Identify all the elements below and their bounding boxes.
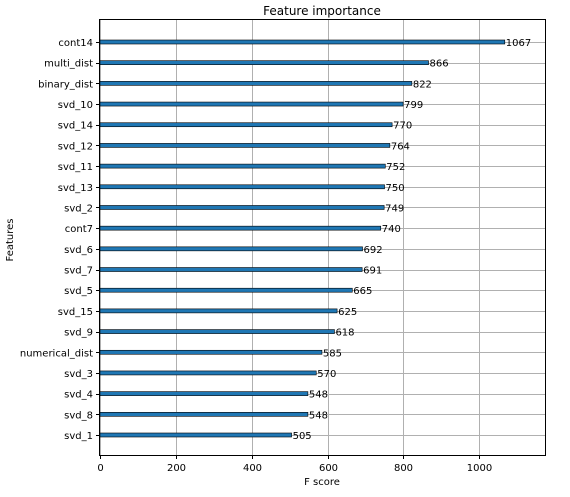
x-tick-label: 0 [97,463,103,474]
y-tick-label: svd_3 [64,369,93,380]
y-tick-label: cont7 [65,224,93,235]
bar [99,391,309,396]
data-label: 548 [309,410,328,421]
data-label: 618 [335,328,354,339]
bar [99,432,292,438]
data-label: 505 [293,431,312,442]
bar [99,101,404,107]
bar [99,81,413,86]
bar [99,329,335,334]
x-axis-title: F score [304,477,340,488]
bar [99,370,317,376]
y-tick-label: svd_2 [64,203,93,214]
data-label: 585 [323,348,342,359]
y-tick-label: svd_14 [58,121,93,132]
x-tick-labels: 0 200 400 600 800 1000 [97,463,492,474]
y-tick-labels: cont14 multi_dist binary_dist svd_10 svd_14s… [20,38,93,442]
y-tick-label: svd_9 [64,328,93,339]
x-tick-label: 800 [394,463,413,474]
y-tick-label: binary_dist [38,79,93,90]
data-label: 691 [363,266,382,277]
y-tick-label: svd_15 [58,307,93,318]
y-tick-label: svd_10 [58,100,93,111]
bar [99,205,385,210]
data-labels: 1067 866 822 799 770 764 752 750 749 740 692 691 665… [293,38,532,442]
bar [99,412,309,417]
bar [99,349,323,355]
y-tick-label: numerical_dist [20,348,93,359]
data-label: 625 [338,307,357,318]
data-label: 752 [386,162,405,173]
data-label: 749 [385,203,404,214]
bar [99,267,363,272]
plot-frame [99,19,546,456]
chart-title: Feature importance [263,4,381,18]
bar [99,246,363,252]
data-label: 1067 [506,38,531,49]
y-tick-label: svd_6 [64,245,93,256]
x-tick-label: 400 [243,463,262,474]
data-label: 665 [353,286,372,297]
data-label: 692 [364,245,383,256]
data-label: 799 [404,100,423,111]
bar [99,39,506,45]
y-tick-label: svd_11 [58,162,93,173]
y-tick-label: svd_1 [64,431,93,442]
bar [99,225,382,231]
x-tick-label: 200 [167,463,186,474]
y-tick-label: svd_4 [64,390,93,401]
y-axis-title: Features [5,219,16,262]
data-label: 750 [386,183,405,194]
bar [99,60,429,65]
data-label: 866 [430,59,449,70]
y-tick-label: svd_8 [64,410,93,421]
data-label: 570 [317,369,336,380]
y-tick-label: multi_dist [44,59,93,70]
data-label: 548 [309,390,328,401]
data-label: 740 [382,224,401,235]
bar [99,287,353,293]
y-tick-label: svd_7 [64,266,93,277]
bars [99,39,506,438]
bar [99,308,338,314]
bar [99,163,386,169]
data-label: 770 [393,121,412,132]
x-tick-label: 600 [319,463,338,474]
bar [99,122,393,128]
bar [99,184,385,190]
data-label: 764 [391,141,410,152]
bar [99,143,391,148]
y-tick-label: svd_5 [64,286,93,297]
y-tick-label: svd_12 [58,141,93,152]
data-label: 822 [413,79,432,90]
x-tick-label: 1000 [467,463,492,474]
y-tick-label: cont14 [58,38,93,49]
y-tick-label: svd_13 [58,183,93,194]
